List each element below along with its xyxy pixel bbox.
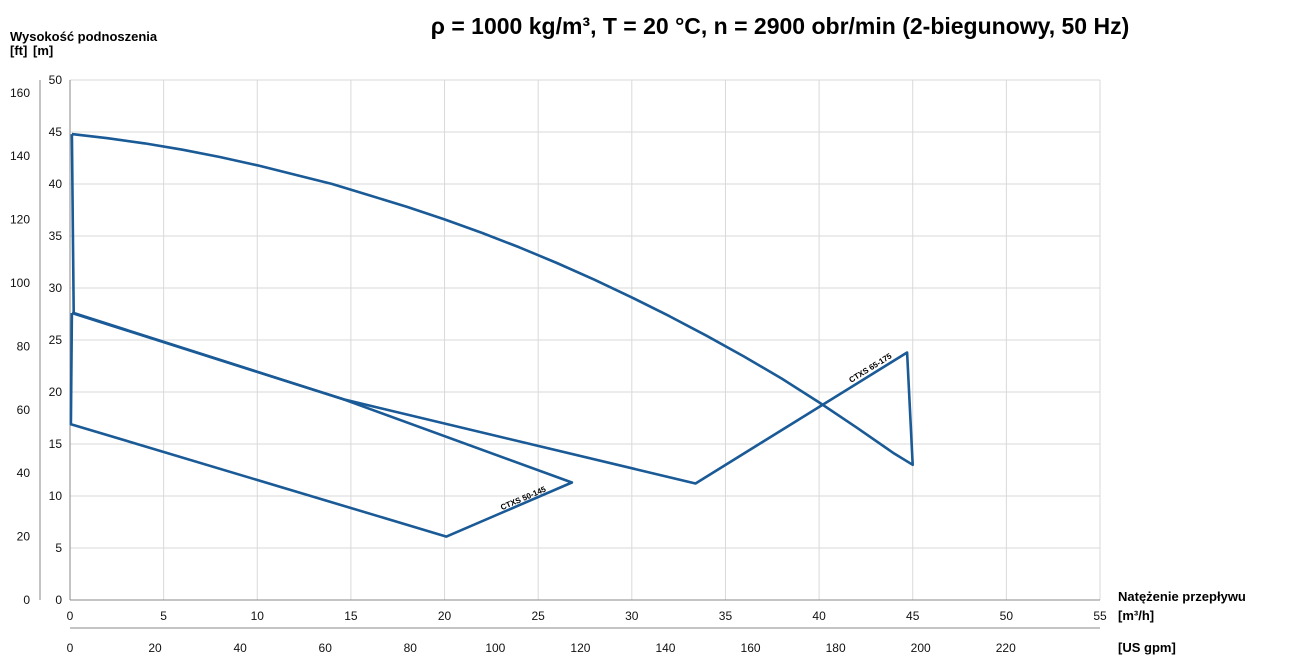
x-tick-label-gpm: 220 (996, 641, 1016, 655)
y-tick-label-ft: 60 (17, 403, 31, 417)
x-tick-label-m3h: 40 (812, 609, 826, 623)
x-tick-label-gpm: 0 (67, 641, 74, 655)
axes (39, 80, 1100, 629)
y-tick-label-m: 35 (49, 229, 63, 243)
x-axis-label: Natężenie przepływu (1118, 589, 1246, 604)
x-tick-label-m3h: 25 (532, 609, 546, 623)
y-tick-label-m: 30 (49, 281, 63, 295)
series-lines: CTXS 65-175 CTXS 50-145 (69, 132, 915, 538)
y-tick-label-ft: 80 (17, 339, 31, 353)
y-tick-label-m: 20 (49, 385, 63, 399)
y-tick-label-m: 5 (55, 541, 62, 555)
tick-labels: 0510152025303540455002040608010012014016… (10, 73, 1107, 655)
series-label-1: CTXS 65-175 (847, 351, 893, 384)
y-tick-label-m: 10 (49, 489, 63, 503)
x-tick-label-gpm: 180 (826, 641, 846, 655)
y-tick-label-ft: 20 (17, 530, 31, 544)
x-tick-label-gpm: 80 (404, 641, 418, 655)
y-tick-label-m: 0 (55, 593, 62, 607)
x-tick-label-gpm: 200 (911, 641, 931, 655)
y-unit-ft: [ft] (10, 43, 27, 58)
x-unit-m3h: [m³/h] (1118, 608, 1154, 623)
series-line-2 (69, 311, 574, 538)
x-tick-label-gpm: 20 (148, 641, 162, 655)
x-tick-label-gpm: 60 (319, 641, 333, 655)
x-tick-label-m3h: 55 (1093, 609, 1107, 623)
x-tick-label-m3h: 5 (160, 609, 167, 623)
y-tick-label-ft: 40 (17, 466, 31, 480)
x-tick-label-m3h: 30 (625, 609, 639, 623)
y-tick-label-m: 50 (49, 73, 63, 87)
y-unit-m: [m] (33, 43, 53, 58)
y-tick-label-m: 25 (49, 333, 63, 347)
y-axis-label: Wysokość podnoszenia (10, 29, 158, 44)
x-tick-label-gpm: 40 (233, 641, 247, 655)
x-tick-label-m3h: 10 (251, 609, 265, 623)
x-tick-label-gpm: 100 (485, 641, 505, 655)
series-label-2: CTXS 50-145 (499, 484, 548, 512)
y-tick-label-m: 15 (49, 437, 63, 451)
x-tick-label-m3h: 15 (344, 609, 358, 623)
y-tick-label-m: 40 (49, 177, 63, 191)
chart-title: ρ = 1000 kg/m³, T = 20 °C, n = 2900 obr/… (431, 13, 1130, 39)
x-tick-label-m3h: 20 (438, 609, 452, 623)
x-tick-label-m3h: 0 (67, 609, 74, 623)
y-tick-label-m: 45 (49, 125, 63, 139)
x-tick-label-m3h: 50 (1000, 609, 1014, 623)
x-tick-label-m3h: 45 (906, 609, 920, 623)
x-tick-label-gpm: 140 (655, 641, 675, 655)
x-tick-label-gpm: 120 (570, 641, 590, 655)
y-tick-label-ft: 160 (10, 86, 30, 100)
x-tick-label-gpm: 160 (741, 641, 761, 655)
grid-lines (70, 79, 1101, 600)
y-tick-label-ft: 0 (23, 593, 30, 607)
x-unit-gpm: [US gpm] (1118, 640, 1176, 655)
y-tick-label-ft: 120 (10, 213, 30, 227)
x-tick-label-m3h: 35 (719, 609, 733, 623)
y-tick-label-ft: 140 (10, 149, 30, 163)
series-line-1 (70, 132, 915, 485)
y-tick-label-ft: 100 (10, 276, 30, 290)
